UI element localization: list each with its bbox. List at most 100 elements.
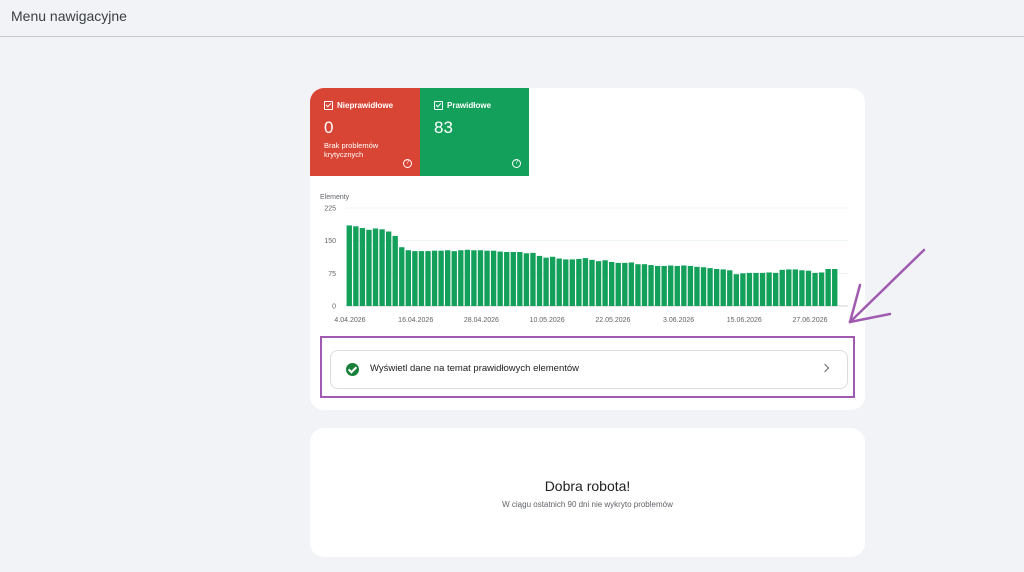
chart-bar[interactable] bbox=[392, 235, 398, 306]
chart-bar[interactable] bbox=[451, 251, 457, 306]
invalid-tile[interactable]: Nieprawidłowe 0 Brak problemów krytyczny… bbox=[310, 88, 420, 176]
checkbox-icon[interactable] bbox=[324, 101, 333, 110]
chart-bar[interactable] bbox=[556, 258, 562, 306]
chart-bar[interactable] bbox=[805, 270, 812, 306]
check-circle-icon bbox=[346, 363, 359, 376]
chart-bar[interactable] bbox=[812, 272, 818, 306]
chart-bar[interactable] bbox=[589, 259, 595, 306]
y-axis-label: Elementy bbox=[320, 194, 350, 201]
help-icon[interactable]: ? bbox=[512, 159, 521, 168]
help-icon[interactable]: ? bbox=[403, 159, 412, 168]
chart-bar[interactable] bbox=[438, 250, 444, 306]
chart-bar[interactable] bbox=[471, 250, 477, 306]
chart-bar[interactable] bbox=[779, 269, 785, 306]
x-tick-label: 22.05.2026 bbox=[595, 317, 630, 324]
valid-label: Prawidłowe bbox=[447, 101, 492, 110]
chart-bar[interactable] bbox=[412, 251, 418, 306]
chart-bar[interactable] bbox=[786, 269, 792, 306]
chart-bar[interactable] bbox=[536, 255, 543, 306]
chart-bar[interactable] bbox=[753, 272, 759, 306]
valid-count: 83 bbox=[434, 118, 453, 137]
chart-bar[interactable] bbox=[582, 258, 589, 306]
chart-bar[interactable] bbox=[740, 273, 746, 306]
chart-bar[interactable] bbox=[773, 272, 779, 306]
chart-bar[interactable] bbox=[484, 250, 490, 306]
checkbox-icon[interactable] bbox=[434, 101, 443, 110]
chart-bar[interactable] bbox=[477, 250, 484, 306]
chart-bar[interactable] bbox=[720, 269, 726, 306]
y-tick-label: 150 bbox=[324, 238, 336, 245]
chart-bar[interactable] bbox=[517, 251, 523, 306]
chart-bar[interactable] bbox=[510, 251, 516, 306]
y-tick-label: 75 bbox=[328, 271, 336, 278]
chart-bar[interactable] bbox=[654, 265, 661, 306]
chart-bar[interactable] bbox=[825, 268, 831, 306]
chart-bar[interactable] bbox=[759, 272, 766, 306]
page-header: Menu nawigacyjne bbox=[0, 0, 1024, 37]
chart-bar[interactable] bbox=[353, 226, 359, 306]
chart-bar[interactable] bbox=[661, 265, 667, 306]
chart-bar[interactable] bbox=[425, 251, 431, 306]
chart-bar[interactable] bbox=[733, 274, 739, 306]
chart-bar[interactable] bbox=[445, 250, 451, 306]
chart-bar[interactable] bbox=[681, 265, 687, 306]
chart-bar[interactable] bbox=[504, 251, 510, 306]
chart-bar[interactable] bbox=[549, 256, 556, 306]
chart-bar[interactable] bbox=[700, 267, 707, 306]
chart-bar[interactable] bbox=[609, 262, 615, 306]
x-tick-label: 15.06.2026 bbox=[727, 317, 762, 324]
chart-bar[interactable] bbox=[687, 265, 694, 306]
chart-bar[interactable] bbox=[713, 268, 720, 306]
invalid-count: 0 bbox=[324, 118, 334, 137]
chart-bar[interactable] bbox=[497, 251, 503, 306]
chart-bar[interactable] bbox=[792, 269, 799, 306]
chart-bar[interactable] bbox=[399, 247, 405, 306]
chart-bar[interactable] bbox=[818, 272, 825, 306]
chart-bar[interactable] bbox=[727, 270, 733, 306]
chart-bar[interactable] bbox=[464, 249, 471, 306]
invalid-subtitle: Brak problemów krytycznych bbox=[324, 141, 379, 159]
chart-bar[interactable] bbox=[359, 228, 366, 306]
chart-bar[interactable] bbox=[576, 258, 582, 306]
chart-bar[interactable] bbox=[563, 259, 569, 306]
chart-bar[interactable] bbox=[615, 262, 621, 306]
chart-bar[interactable] bbox=[746, 272, 753, 306]
chart-bar[interactable] bbox=[832, 268, 838, 306]
chart-bar[interactable] bbox=[595, 261, 602, 306]
status-card: Nieprawidłowe 0 Brak problemów krytyczny… bbox=[310, 88, 865, 410]
chart-bar[interactable] bbox=[602, 260, 608, 306]
chart-bar[interactable] bbox=[418, 251, 425, 306]
chart-bar[interactable] bbox=[490, 250, 497, 306]
chart-bar[interactable] bbox=[628, 262, 635, 306]
chart-bar[interactable] bbox=[648, 265, 654, 306]
chart-bar[interactable] bbox=[523, 253, 530, 306]
chart-bar[interactable] bbox=[641, 264, 648, 306]
chart-bar[interactable] bbox=[569, 259, 575, 306]
chart-bar[interactable] bbox=[346, 225, 352, 306]
chart-bar[interactable] bbox=[405, 250, 411, 306]
chart-bar[interactable] bbox=[366, 229, 372, 306]
chart-bar[interactable] bbox=[379, 229, 385, 306]
valid-elements-chart: Elementy 0 75 150 225 4.04.2026 16.04.2026 28… bbox=[320, 194, 848, 324]
view-valid-items-button[interactable]: Wyświetl dane na temat prawidłowych elem… bbox=[330, 350, 848, 389]
chart-bar[interactable] bbox=[543, 257, 549, 306]
chart-bar[interactable] bbox=[622, 262, 628, 306]
x-tick-label: 16.04.2026 bbox=[398, 317, 433, 324]
x-tick-label: 4.04.2026 bbox=[334, 317, 365, 324]
chart-bar[interactable] bbox=[635, 264, 641, 306]
chart-bar[interactable] bbox=[674, 265, 680, 306]
chart-bar[interactable] bbox=[372, 228, 379, 306]
chart-bar[interactable] bbox=[694, 266, 700, 306]
chart-bar[interactable] bbox=[458, 250, 464, 306]
annotation-highlight bbox=[320, 336, 855, 398]
chart-bar[interactable] bbox=[668, 265, 674, 306]
chart-bar[interactable] bbox=[431, 250, 438, 306]
chart-bar[interactable] bbox=[766, 272, 772, 306]
chart-bar[interactable] bbox=[707, 268, 713, 306]
valid-tile[interactable]: Prawidłowe 83 ? bbox=[420, 88, 529, 176]
invalid-label: Nieprawidłowe bbox=[337, 101, 394, 110]
x-tick-label: 27.06.2026 bbox=[792, 317, 827, 324]
chart-bar[interactable] bbox=[385, 231, 392, 306]
chart-bar[interactable] bbox=[530, 252, 536, 306]
chart-bar[interactable] bbox=[799, 270, 805, 306]
